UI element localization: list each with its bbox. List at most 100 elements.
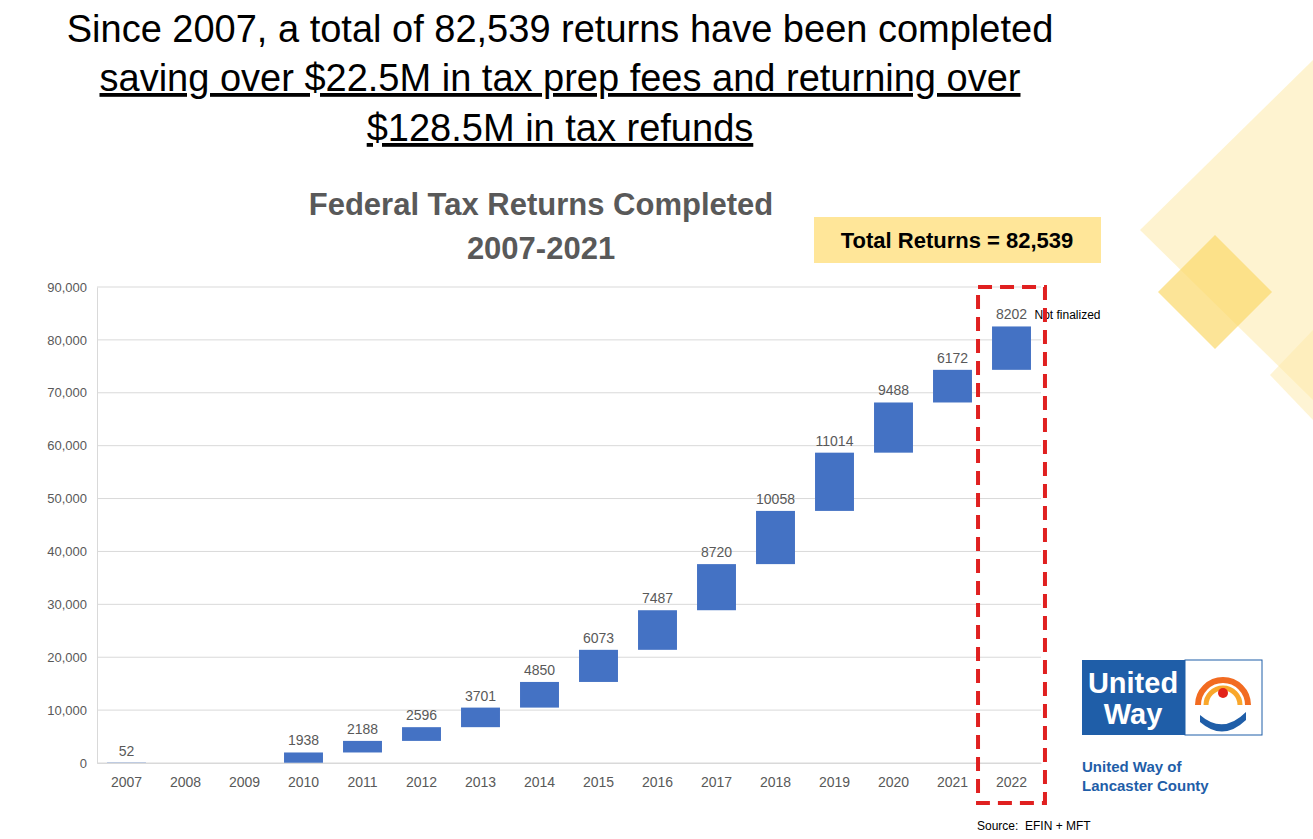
grid-line [97, 498, 1041, 499]
logo-icon-bg [1185, 660, 1262, 735]
bar [874, 402, 913, 452]
y-tick-label: 60,000 [47, 438, 87, 453]
logo-head [1218, 688, 1228, 698]
x-tick: 2011 [347, 763, 377, 790]
data-label: 7487 [642, 590, 673, 606]
bar [343, 741, 382, 753]
grid-line [97, 604, 1041, 605]
logo: UnitedWayUnited Way ofLancaster County [1082, 660, 1262, 794]
x-tick: 2017 [701, 763, 732, 790]
bar [697, 564, 736, 610]
x-tick: 2009 [229, 763, 260, 790]
bar [520, 682, 559, 708]
bar [579, 650, 618, 682]
data-label: 10058 [756, 491, 795, 507]
data-label: 3701 [465, 688, 496, 704]
y-tick: 50,000 [47, 491, 97, 506]
logo-rainbow [1206, 688, 1240, 705]
data-label: 8720 [701, 544, 732, 560]
x-tick: 2015 [583, 763, 614, 790]
y-axis: 0 10,000 20,000 30,000 40,000 50,000 60,000 70,… [47, 280, 97, 771]
x-tick-label: 2017 [701, 774, 732, 790]
y-tick-label: 50,000 [47, 491, 87, 506]
x-tick-label: 2008 [170, 774, 201, 790]
grid-line [97, 287, 1041, 288]
diamond [1270, 330, 1313, 420]
grid-line [97, 763, 1041, 764]
bar [638, 610, 677, 650]
bar [992, 326, 1031, 369]
x-tick: 2022 [996, 763, 1027, 790]
bar [284, 752, 323, 762]
total-label: Total Returns = 82,539 [841, 228, 1074, 253]
x-tick-label: 2015 [583, 774, 614, 790]
x-tick: 2018 [760, 763, 791, 790]
logo-block [1082, 660, 1185, 735]
y-tick-label: 90,000 [47, 280, 87, 295]
logo-hand [1200, 712, 1246, 732]
x-tick-label: 2020 [878, 774, 909, 790]
x-tick-label: 2009 [229, 774, 260, 790]
diamond [1140, 60, 1313, 400]
y-tick: 90,000 [47, 280, 97, 295]
data-label: 9488 [878, 382, 909, 398]
data-label: 2188 [347, 721, 378, 737]
bar [402, 727, 441, 741]
x-tick-label: 2022 [996, 774, 1027, 790]
x-tick: 2013 [465, 763, 496, 790]
grid-line [97, 710, 1041, 711]
headline: $128.5M in tax refunds [367, 107, 754, 149]
logo-caption: Lancaster County [1082, 777, 1209, 794]
x-tick-label: 2013 [465, 774, 496, 790]
y-tick-label: 0 [80, 756, 87, 771]
x-axis-line [98, 763, 1042, 764]
y-axis-line [97, 288, 98, 764]
x-tick: 2019 [819, 763, 850, 790]
bar [815, 453, 854, 511]
grid [97, 287, 1041, 763]
data-label: 6073 [583, 630, 614, 646]
logo-caption: United Way of [1082, 758, 1182, 775]
x-tick-label: 2011 [347, 774, 377, 790]
data-labels: 5219382188259637014850607374878720100581… [119, 306, 1028, 758]
y-tick: 30,000 [47, 597, 97, 612]
x-tick: 2014 [524, 763, 555, 790]
x-tick: 2007 [111, 763, 142, 790]
y-tick-label: 20,000 [47, 650, 87, 665]
x-tick-label: 2021 [937, 774, 968, 790]
logo-rainbow [1198, 680, 1248, 705]
x-tick-label: 2018 [760, 774, 791, 790]
bar [756, 511, 795, 564]
y-tick-label: 10,000 [47, 703, 87, 718]
chart-subtitle: 2007-2021 [467, 231, 615, 266]
bar [933, 370, 972, 403]
data-label: 6172 [937, 350, 968, 366]
y-tick: 70,000 [47, 385, 97, 400]
x-tick: 2008 [170, 763, 201, 790]
y-tick-label: 30,000 [47, 597, 87, 612]
y-tick: 40,000 [47, 544, 97, 559]
decoration [1140, 60, 1313, 420]
y-tick: 20,000 [47, 650, 97, 665]
grid-line [97, 339, 1041, 340]
diamond [1158, 235, 1272, 349]
data-label: 11014 [816, 433, 854, 449]
y-tick: 60,000 [47, 438, 97, 453]
chart-title: Federal Tax Returns Completed [309, 187, 774, 222]
x-tick: 2021 [937, 763, 968, 790]
y-tick-label: 80,000 [47, 333, 87, 348]
grid-line [97, 657, 1041, 658]
x-tick: 2012 [406, 763, 437, 790]
logo-text: Way [1104, 698, 1163, 730]
data-label: 1938 [288, 732, 319, 748]
data-label: 4850 [524, 662, 555, 678]
x-tick: 2020 [878, 763, 909, 790]
x-tick-label: 2007 [111, 774, 142, 790]
bar [107, 762, 146, 763]
x-tick-label: 2014 [524, 774, 555, 790]
source: Source: EFIN + MFT [977, 819, 1091, 833]
page: Since 2007, a total of 82,539 returns ha… [0, 0, 1313, 839]
highlight-box [978, 287, 1045, 803]
bar [461, 708, 500, 728]
x-tick: 2016 [642, 763, 673, 790]
